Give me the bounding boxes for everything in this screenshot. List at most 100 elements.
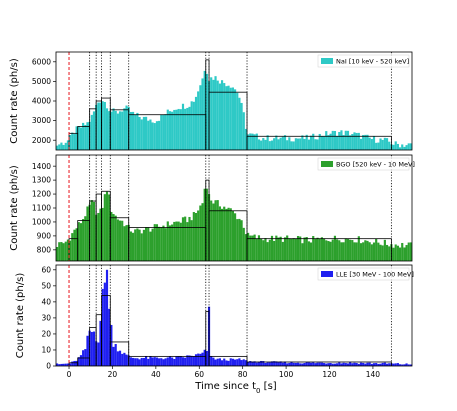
data-bar	[329, 362, 332, 366]
data-bar	[138, 117, 141, 150]
data-bar	[179, 356, 182, 366]
data-bar	[344, 130, 347, 150]
data-bar	[303, 363, 306, 366]
legend-label: BGO [520 keV - 10 MeV]	[336, 161, 415, 169]
data-bar	[58, 364, 61, 366]
data-bar	[69, 240, 72, 261]
data-bar	[118, 220, 122, 261]
legend-swatch	[321, 58, 333, 64]
data-bar	[97, 212, 100, 261]
data-bar	[58, 242, 61, 261]
histogram-bars	[56, 70, 412, 150]
data-bar	[351, 134, 354, 150]
data-bar	[253, 361, 256, 366]
data-bar	[147, 358, 150, 366]
data-bar	[234, 359, 237, 366]
data-bar	[368, 137, 371, 150]
data-bar	[307, 362, 310, 366]
data-bar	[62, 363, 65, 366]
data-bar	[266, 362, 269, 366]
data-bar	[138, 359, 141, 366]
data-bar	[73, 360, 76, 366]
data-bar	[290, 238, 293, 261]
data-bar	[186, 355, 189, 366]
data-bar	[273, 361, 276, 366]
data-bar	[392, 363, 395, 366]
data-bar	[372, 363, 376, 366]
data-bar	[216, 358, 219, 366]
data-bar	[247, 232, 250, 261]
data-bar	[266, 242, 269, 261]
data-bar	[336, 239, 339, 261]
data-bar	[153, 123, 156, 150]
data-bar	[377, 363, 380, 366]
data-bar	[383, 239, 386, 261]
y-tick-label: 1400	[32, 162, 51, 171]
data-bar	[158, 120, 161, 150]
data-bar	[225, 360, 228, 366]
data-bar	[323, 238, 326, 261]
data-bar	[118, 111, 122, 150]
data-bar	[255, 238, 258, 261]
data-bar	[357, 363, 360, 366]
data-bar	[372, 242, 376, 261]
data-bar	[179, 222, 182, 261]
data-bar	[407, 242, 410, 261]
bayesian-block	[109, 341, 130, 366]
data-bar	[281, 241, 284, 261]
data-bar	[190, 355, 193, 366]
data-bar	[131, 232, 135, 261]
data-bar	[340, 242, 343, 261]
data-bar	[307, 241, 310, 261]
axes-frame	[55, 264, 413, 367]
data-bar	[131, 111, 135, 150]
data-bar	[84, 216, 87, 261]
data-bar	[401, 144, 404, 150]
data-bar	[251, 133, 254, 150]
data-bar	[351, 240, 354, 261]
data-bar	[372, 136, 376, 150]
y-tick-label: 10	[41, 346, 51, 355]
data-bar	[190, 101, 193, 150]
y-tick-label: 2000	[32, 136, 51, 145]
data-bar	[331, 239, 334, 261]
data-bar	[329, 241, 332, 261]
data-bar	[296, 236, 300, 261]
data-bar	[71, 233, 74, 261]
data-bar	[168, 356, 172, 366]
data-bar	[262, 361, 265, 366]
data-bar	[147, 227, 150, 261]
data-bar	[162, 225, 165, 261]
data-bar	[325, 131, 328, 150]
data-bar	[77, 222, 80, 261]
data-bar	[218, 83, 221, 150]
data-bar	[114, 344, 117, 366]
data-bar	[329, 133, 332, 150]
data-bar	[242, 112, 245, 150]
legend-box	[317, 54, 410, 68]
data-bar	[370, 363, 373, 366]
data-bar	[164, 114, 167, 150]
data-bar	[260, 238, 263, 261]
data-bar	[327, 241, 330, 261]
data-bar	[379, 138, 382, 150]
data-bar	[336, 363, 339, 366]
data-bar	[177, 221, 180, 261]
data-bar	[136, 112, 139, 150]
data-bar	[370, 244, 373, 261]
data-bar	[171, 224, 174, 261]
data-bar	[199, 205, 202, 261]
data-bar	[192, 356, 195, 366]
data-bar	[164, 358, 167, 366]
data-bar	[342, 362, 345, 366]
data-bar	[136, 228, 139, 261]
data-bar	[166, 109, 169, 150]
data-bar	[227, 207, 230, 261]
data-bar	[66, 363, 70, 366]
data-bar	[69, 135, 72, 150]
histogram-bars	[56, 188, 412, 261]
histogram-bars	[56, 269, 412, 366]
data-bar	[301, 243, 304, 261]
data-bar	[275, 135, 278, 150]
